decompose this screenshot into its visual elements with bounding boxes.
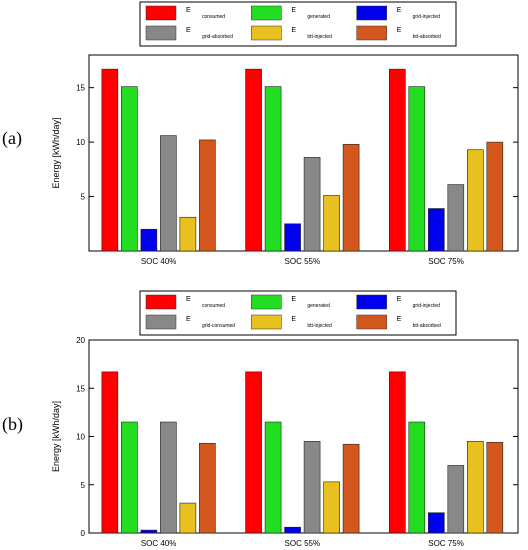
bar (199, 442, 216, 534)
y-tick-label: 10 (76, 433, 85, 442)
bar (140, 529, 158, 534)
legend-sublabel: grid-injected (413, 14, 440, 20)
bar (160, 135, 177, 252)
legend-swatch (356, 314, 387, 330)
bar (427, 208, 445, 252)
bar (199, 139, 216, 252)
bar (101, 68, 119, 252)
bar (179, 502, 197, 534)
bar (466, 149, 484, 252)
bar (323, 195, 340, 252)
bar (486, 441, 504, 534)
legend-sublabel: generated (307, 303, 330, 309)
bar (447, 465, 465, 534)
bar (388, 68, 406, 252)
panel-label: (a) (2, 128, 22, 149)
y-tick-label: 15 (76, 84, 85, 93)
bar (466, 441, 484, 534)
y-tick-label: 5 (81, 193, 86, 202)
bar (264, 86, 282, 252)
legend-label: E (186, 316, 191, 323)
legend-swatch (251, 294, 282, 310)
x-tick-label: SOC 55% (285, 257, 321, 266)
y-tick-label: 5 (81, 481, 86, 490)
legend-label: E (397, 316, 402, 323)
y-axis-label: Energy [kWh/day] (51, 117, 61, 188)
bar (121, 421, 138, 534)
bar (408, 86, 426, 252)
legend-swatch (251, 5, 282, 21)
legend-label: E (397, 27, 402, 34)
bar (427, 512, 445, 534)
legend-sublabel: btt-injected (307, 34, 332, 40)
bar (140, 228, 158, 252)
legend-label: E (291, 316, 296, 323)
bar (486, 141, 504, 252)
legend-sublabel: consumed (202, 14, 225, 20)
legend-swatch (356, 294, 387, 310)
x-tick-label: SOC 75% (428, 539, 464, 548)
legend-sublabel: grid-absorbed (202, 34, 233, 40)
bar (342, 143, 360, 252)
legend-swatch (145, 5, 177, 21)
bar (342, 443, 360, 534)
bar (303, 441, 321, 534)
bar (179, 216, 197, 252)
y-tick-label: 20 (76, 336, 85, 345)
bar (447, 184, 465, 252)
legend-sublabel: grid-injected (413, 303, 440, 309)
legend-label: E (291, 27, 296, 34)
legend-swatch (145, 294, 177, 310)
bar (245, 68, 262, 252)
legend-label: E (397, 296, 402, 303)
bar (101, 371, 119, 534)
bar (323, 481, 340, 534)
legend-label: E (291, 296, 296, 303)
legend-sublabel: btt-absorbed (413, 323, 441, 329)
bar (245, 371, 262, 534)
legend-sublabel: grid-consumed (202, 323, 235, 329)
legend-sublabel: btt-absorbed (413, 34, 441, 40)
legend-label: E (291, 7, 296, 14)
legend-swatch (356, 25, 387, 41)
bar (284, 223, 301, 252)
legend-swatch (251, 314, 282, 330)
legend-swatch (145, 25, 177, 41)
x-tick-label: SOC 75% (428, 257, 464, 266)
legend-swatch (251, 25, 282, 41)
bar (408, 421, 426, 534)
plot-frame (88, 54, 519, 252)
x-tick-label: SOC 55% (285, 539, 321, 548)
legend-box (139, 290, 457, 336)
legend-label: E (397, 7, 402, 14)
legend-label: E (186, 27, 191, 34)
legend-label: E (186, 7, 191, 14)
y-axis-label: Energy [kWh/day] (51, 401, 61, 472)
panel-label: (b) (2, 414, 23, 435)
legend-box (139, 1, 457, 47)
bar (121, 86, 138, 252)
legend-swatch (356, 5, 387, 21)
legend-sublabel: btt-injected (307, 323, 332, 329)
legend-sublabel: generated (307, 14, 330, 20)
x-tick-label: SOC 40% (141, 539, 177, 548)
bar (160, 421, 177, 534)
x-tick-label: SOC 40% (141, 257, 177, 266)
bar (284, 526, 301, 534)
y-tick-label: 0 (81, 529, 86, 538)
legend-sublabel: consumed (202, 303, 225, 309)
y-tick-label: 15 (76, 384, 85, 393)
y-tick-label: 10 (76, 138, 85, 147)
bar (264, 421, 282, 534)
legend-swatch (145, 314, 177, 330)
bar (388, 371, 406, 534)
legend-label: E (186, 296, 191, 303)
bar (303, 157, 321, 252)
